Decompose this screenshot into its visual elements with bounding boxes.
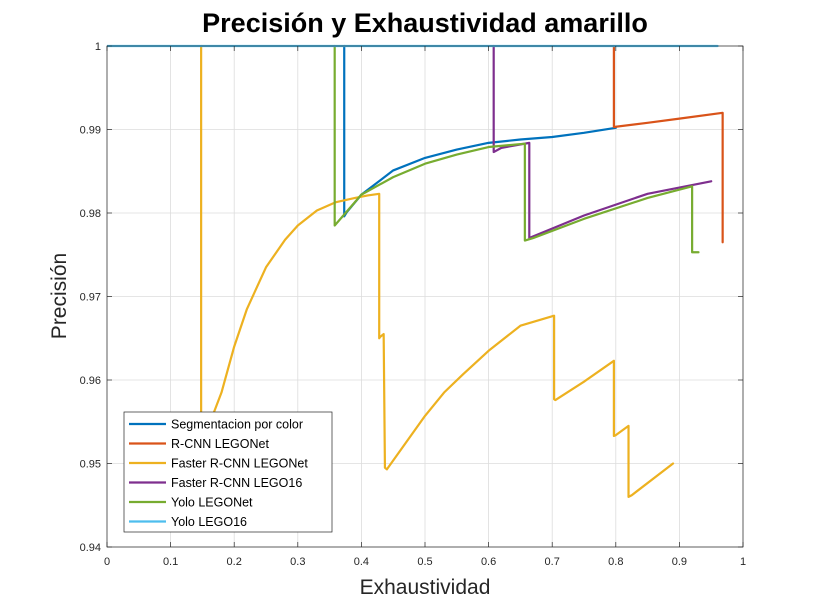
legend-entry-faster-r-cnn-legonet: Faster R-CNN LEGONet [171,457,308,471]
x-tick-label: 0.1 [163,556,178,568]
legend-entry-segmentacion-por-color: Segmentacion por color [171,418,303,432]
x-tick-label: 0.5 [417,556,432,568]
y-tick-label: 0.96 [80,375,101,387]
x-tick-label: 0.3 [290,556,305,568]
legend: Segmentacion por color R-CNN LEGONet Faste… [123,411,333,533]
legend-box [123,411,333,533]
legend-entry-yolo-legonet: Yolo LEGONet [171,496,253,510]
x-tick-label: 1 [740,556,746,568]
x-tick-label: 0.6 [481,556,496,568]
y-tick-label: 1 [95,41,101,53]
legend-entry-r-cnn-legonet: R-CNN LEGONet [171,437,269,451]
x-tick-label: 0.7 [545,556,560,568]
series-line-faster-r-cnn-legonet [200,44,675,498]
x-tick-label: 0 [104,556,110,568]
legend-entry-faster-r-cnn-lego16: Faster R-CNN LEGO16 [171,476,302,490]
series-line-r-cnn-legonet [612,44,724,244]
x-tick-label: 0.4 [354,556,369,568]
series-line-yolo-legonet [333,44,700,254]
chart-title: Precisión y Exhaustividad amarillo [202,8,648,38]
x-axis: 0 0.1 0.2 0.3 0.4 0.5 0.6 0.7 0.8 0.9 1 [104,46,746,568]
x-tick-label: 0.8 [608,556,623,568]
legend-entry-yolo-lego16: Yolo LEGO16 [171,515,247,529]
y-tick-label: 0.95 [80,459,101,471]
series-line-faster-r-cnn-lego16 [492,44,713,240]
x-axis-label: Exhaustividad [360,576,491,599]
y-axis-label: Precisión [48,253,71,339]
y-tick-label: 0.98 [80,208,101,220]
x-tick-label: 0.9 [672,556,687,568]
y-tick-label: 0.99 [80,125,101,137]
x-tick-label: 0.2 [227,556,242,568]
y-axis: 0.94 0.95 0.96 0.97 0.98 0.99 1 [80,41,743,554]
y-tick-label: 0.94 [80,542,101,554]
y-tick-label: 0.97 [80,292,101,304]
